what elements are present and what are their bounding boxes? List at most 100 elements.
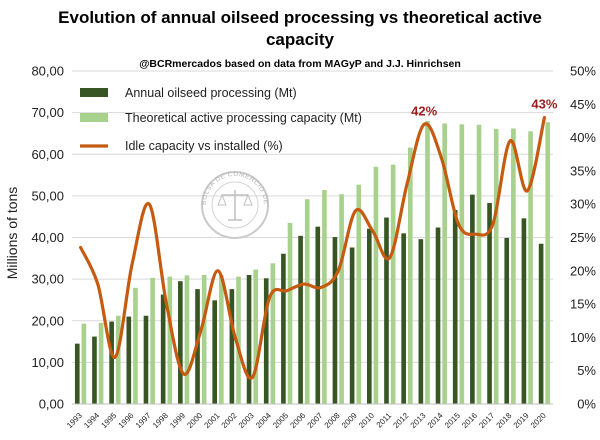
y2-tick-label: 10% <box>570 330 596 345</box>
y-tick-label: 40,00 <box>31 230 64 245</box>
x-tick-label: 2013 <box>409 411 428 430</box>
bar-capacity <box>304 199 310 404</box>
x-tick-label: 1994 <box>82 411 101 430</box>
bar-capacity <box>356 184 362 404</box>
x-tick-label: 1997 <box>134 411 153 430</box>
svg-text:BOLSA DE COMERCIO DE ROSARIO: BOLSA DE COMERCIO DE ROSARIO <box>0 0 269 205</box>
x-tick-label: 2009 <box>340 411 359 430</box>
bar-capacity <box>442 123 447 404</box>
bar-processing <box>418 239 424 404</box>
legend-swatch <box>80 88 108 97</box>
y-tick-label: 30,00 <box>31 272 64 287</box>
bar-capacity <box>425 120 430 404</box>
annotations: 42% 43% <box>411 97 558 119</box>
bar-processing <box>470 194 475 404</box>
x-tick-label: 2002 <box>220 411 239 430</box>
bar-capacity <box>150 277 155 404</box>
bar-processing <box>126 316 132 404</box>
bar-capacity <box>322 190 327 404</box>
y2-tick-label: 40% <box>570 130 596 145</box>
y2-tick-label: 25% <box>570 230 596 245</box>
y2-tick-label: 20% <box>570 263 596 278</box>
idle-capacity-line <box>79 116 546 380</box>
bars <box>74 120 551 404</box>
bar-processing <box>401 233 406 404</box>
x-tick-label: 2015 <box>443 411 462 430</box>
y-tick-label: 80,00 <box>31 64 64 79</box>
x-tick-label: 2001 <box>202 411 221 430</box>
x-tick-label: 2014 <box>426 411 445 430</box>
bar-processing <box>521 218 527 404</box>
bar-processing <box>178 281 183 404</box>
bar-capacity <box>236 276 241 404</box>
y2-tick-label: 50% <box>570 64 596 79</box>
bar-processing <box>315 226 321 404</box>
x-tick-label: 2006 <box>288 411 307 430</box>
bar-processing <box>384 217 389 404</box>
bar-processing <box>160 294 166 404</box>
bar-capacity <box>253 269 259 404</box>
bar-capacity <box>219 274 224 404</box>
x-tick-label: 2000 <box>185 411 204 430</box>
bar-capacity <box>287 222 293 404</box>
y2-tick-label: 0% <box>577 397 596 412</box>
bar-capacity <box>81 323 87 404</box>
annotation-label: 43% <box>531 97 557 112</box>
x-tick-label: 2011 <box>375 411 394 430</box>
x-tick-label: 2016 <box>460 411 479 430</box>
legend-label: Idle capacity vs installed (%) <box>125 139 283 153</box>
bar-processing <box>298 235 303 404</box>
bar-capacity <box>167 276 173 404</box>
y-axis-label: Millions of tons <box>4 187 20 280</box>
bar-processing <box>246 274 252 404</box>
bar-capacity <box>511 128 516 404</box>
bar-processing <box>109 321 114 404</box>
chart-subtitle: @BCRmercados based on data from MAGyP an… <box>139 58 461 70</box>
bar-capacity <box>339 194 344 404</box>
annotation-label: 42% <box>411 103 437 118</box>
bar-processing <box>504 237 510 404</box>
y-tick-label: 50,00 <box>31 188 64 203</box>
bar-capacity <box>459 124 465 404</box>
x-tick-label: 2012 <box>391 411 410 430</box>
x-tick-label: 1995 <box>99 411 118 430</box>
bar-capacity <box>201 274 207 404</box>
x-tick-label: 2003 <box>237 411 256 430</box>
y-tick-label: 20,00 <box>31 313 64 328</box>
x-tick-label: 1993 <box>65 411 84 430</box>
y2-tick-label: 35% <box>570 163 596 178</box>
bar-processing <box>487 202 492 404</box>
y2-tick-label: 45% <box>570 97 596 112</box>
bar-capacity <box>373 166 379 404</box>
legend-label: Annual oilseed processing (Mt) <box>125 86 297 100</box>
y2-tick-label: 5% <box>577 363 596 378</box>
bar-capacity <box>390 164 396 404</box>
series-line-idle-capacity <box>79 116 546 380</box>
bar-capacity <box>115 315 121 404</box>
bar-processing <box>349 247 355 404</box>
bar-capacity <box>133 287 138 404</box>
x-tick-label: 2019 <box>512 411 531 430</box>
bar-capacity <box>270 263 276 404</box>
bar-capacity <box>98 322 104 404</box>
x-tick-label: 2004 <box>254 411 273 430</box>
x-tick-label: 2008 <box>323 411 342 430</box>
bar-processing <box>366 228 372 404</box>
y2-tick-label: 30% <box>570 197 596 212</box>
legend-label: Theoretical active processing capacity (… <box>125 111 362 125</box>
x-tick-label: 2010 <box>357 411 376 430</box>
bar-processing <box>229 289 235 404</box>
x-tick-label: 2017 <box>477 411 496 430</box>
bar-processing <box>281 253 286 404</box>
bar-processing <box>332 237 338 404</box>
bar-capacity <box>184 275 190 404</box>
bar-capacity <box>545 122 551 404</box>
x-tick-label: 1999 <box>168 411 187 430</box>
legend-swatch <box>80 113 108 122</box>
x-tick-label: 2020 <box>529 411 548 430</box>
bar-capacity <box>528 131 533 404</box>
bar-processing <box>452 210 458 404</box>
bar-processing <box>92 336 97 404</box>
bar-processing <box>74 343 80 404</box>
